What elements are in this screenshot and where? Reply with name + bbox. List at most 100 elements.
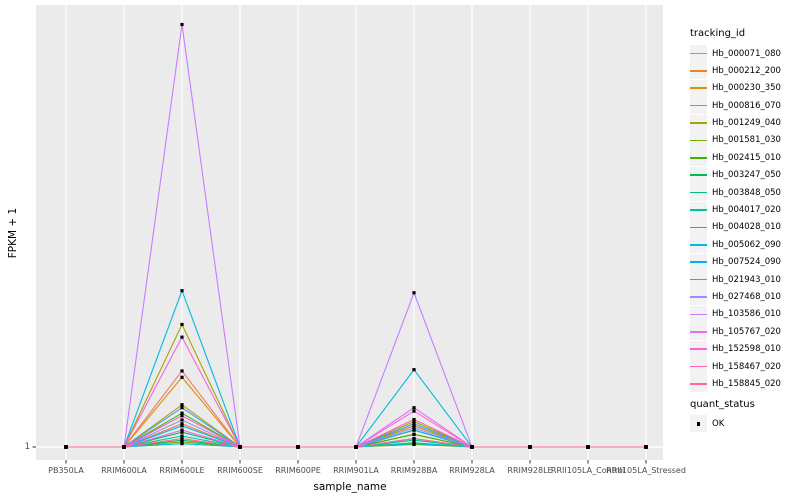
legend-title-tracking-id: tracking_id [690,28,746,39]
data-point [180,422,184,426]
legend-item-Hb_103586_010: Hb_103586_010 [690,305,800,323]
legend-key-swatch [690,305,707,323]
line-swatch-icon [690,261,707,263]
y-axis-title: FPKM + 1 [7,207,19,259]
legend-item-label: Hb_027468_010 [712,291,781,302]
legend-key-swatch [690,201,707,219]
legend-item-Hb_003247_050: Hb_003247_050 [690,166,800,184]
data-point [64,445,68,449]
legend-item-label: Hb_000816_070 [712,100,781,111]
legend-item-Hb_002415_010: Hb_002415_010 [690,149,800,167]
line-swatch-icon [690,244,707,246]
data-point [586,445,590,449]
data-point [180,428,184,432]
legend-key-swatch [690,97,707,115]
legend-key-swatch [690,288,707,306]
data-point [412,428,416,432]
data-point [644,445,648,449]
legend-item-label: Hb_003247_050 [712,170,781,181]
data-point [412,422,416,426]
data-point [412,409,416,413]
legend-item-Hb_004017_020: Hb_004017_020 [690,201,800,219]
legend-item-Hb_007524_090: Hb_007524_090 [690,253,800,271]
y-tick-label: 1 [24,442,30,452]
legend-item-label: OK [712,418,725,429]
x-tick-label: RRIM600SE [217,466,263,475]
data-point [412,420,416,424]
data-point [180,289,184,293]
line-swatch-icon [690,226,707,229]
legend-item-Hb_004028_010: Hb_004028_010 [690,218,800,236]
data-point [180,414,184,418]
legend-item-label: Hb_000071_080 [712,48,781,59]
line-swatch-icon [690,313,707,316]
legend-item-label: Hb_004017_020 [712,205,781,216]
x-tick-label: RRIM928LE [507,466,553,475]
line-swatch-icon [690,70,707,72]
legend-key-swatch [690,340,707,358]
legend-entries: Hb_000071_080 Hb_000212_200 Hb_000230_350 H… [690,45,800,393]
legend-item-label: Hb_001249_040 [712,118,781,129]
line-swatch-icon [690,104,707,107]
legend-key-swatch [690,131,707,149]
data-point [354,445,358,449]
data-point [180,369,184,373]
legend-key-swatch [690,149,707,167]
data-point [470,445,474,449]
x-tick-label: RRIM928BA [390,466,438,475]
legend-item-label: Hb_003848_050 [712,187,781,198]
legend-item-Hb_158845_020: Hb_158845_020 [690,375,800,393]
data-point [180,403,184,407]
data-point [180,434,184,438]
line-swatch-icon [690,157,707,159]
legend-item-Hb_000212_200: Hb_000212_200 [690,62,800,80]
line-swatch-icon [690,87,707,90]
x-tick-label: PB350LA [48,466,84,475]
x-tick-label: RRII105LA_Control [550,466,626,475]
legend-item-Hb_105767_020: Hb_105767_020 [690,323,800,341]
x-axis-title: sample_name [313,481,387,493]
line-swatch-icon [690,191,707,194]
data-point [180,436,184,441]
legend-item-Hb_001249_040: Hb_001249_040 [690,114,800,132]
line-swatch-icon [690,209,707,211]
legend-key-swatch [690,79,707,97]
legend-item-label: Hb_000212_200 [712,65,781,76]
ok-key [690,415,707,433]
data-point [412,442,416,446]
legend-key-swatch [690,45,707,62]
legend-key-swatch [690,114,707,132]
line-swatch-icon [690,365,707,368]
black-square-marker-icon [696,422,701,426]
data-point [180,375,184,379]
data-point [180,411,184,415]
legend-item-label: Hb_007524_090 [712,257,781,268]
line-swatch-icon [690,348,707,350]
line-swatch-icon [690,296,707,298]
data-point [412,436,416,441]
x-tick-label: RRIM928LA [449,466,495,475]
line-swatch-icon [690,330,707,333]
plot-panel [36,5,663,460]
legend-item-label: Hb_000230_350 [712,83,781,94]
data-point [180,442,184,446]
legend-key-swatch [690,358,707,376]
legend-item-Hb_001581_030: Hb_001581_030 [690,131,800,149]
legend-item-Hb_158467_020: Hb_158467_020 [690,358,800,376]
data-point [180,22,184,27]
data-point [528,445,532,449]
data-point [180,424,184,428]
legend-key-swatch [690,184,707,202]
legend: tracking_id Hb_000071_080 Hb_000212_200 Hb… [690,28,800,433]
legend-item-label: Hb_158467_020 [712,361,781,372]
data-point [180,438,184,442]
legend-item-label: Hb_021943_010 [712,274,781,285]
data-point [180,440,184,444]
data-point [180,335,184,339]
line-swatch-icon [690,383,707,385]
legend-item-label: Hb_105767_020 [712,326,781,337]
legend-key-swatch [690,271,707,289]
legend-item-Hb_005062_090: Hb_005062_090 [690,236,800,254]
